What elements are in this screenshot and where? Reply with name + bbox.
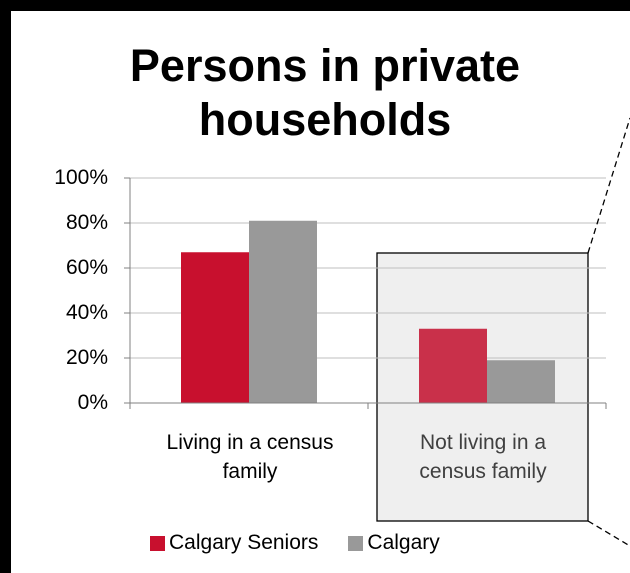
y-tick-label: 100% <box>54 166 108 189</box>
legend-label: Calgary <box>367 531 440 554</box>
y-tick-label: 60% <box>65 256 108 279</box>
callout-line <box>587 520 630 547</box>
legend-label: Calgary Seniors <box>169 531 319 554</box>
legend-item: Calgary Seniors <box>150 531 318 555</box>
bar <box>419 328 487 403</box>
x-category-label: Living in a census family <box>130 428 370 486</box>
x-category-label-line: family <box>222 460 278 483</box>
bar <box>487 360 555 403</box>
legend-item: Calgary <box>348 531 440 555</box>
x-category-label-line: Living in a census <box>166 431 334 454</box>
x-category-label-line: census family <box>419 460 547 483</box>
callout-line <box>587 117 630 254</box>
bar <box>249 220 317 403</box>
chart-legend: Calgary Seniors Calgary <box>150 530 470 556</box>
y-tick-label: 80% <box>65 211 108 234</box>
y-tick-label: 20% <box>65 346 108 369</box>
y-tick-label: 40% <box>65 301 108 324</box>
x-category-label-line: Not living in a <box>419 431 547 454</box>
legend-swatch <box>150 535 165 551</box>
y-tick-label: 0% <box>77 391 108 414</box>
chart-title-line-2: households <box>198 94 452 145</box>
x-category-label: Not living in a census family <box>378 428 588 486</box>
legend-swatch <box>348 535 364 551</box>
bar <box>181 252 249 403</box>
chart-title-line-1: Persons in private <box>129 40 521 91</box>
